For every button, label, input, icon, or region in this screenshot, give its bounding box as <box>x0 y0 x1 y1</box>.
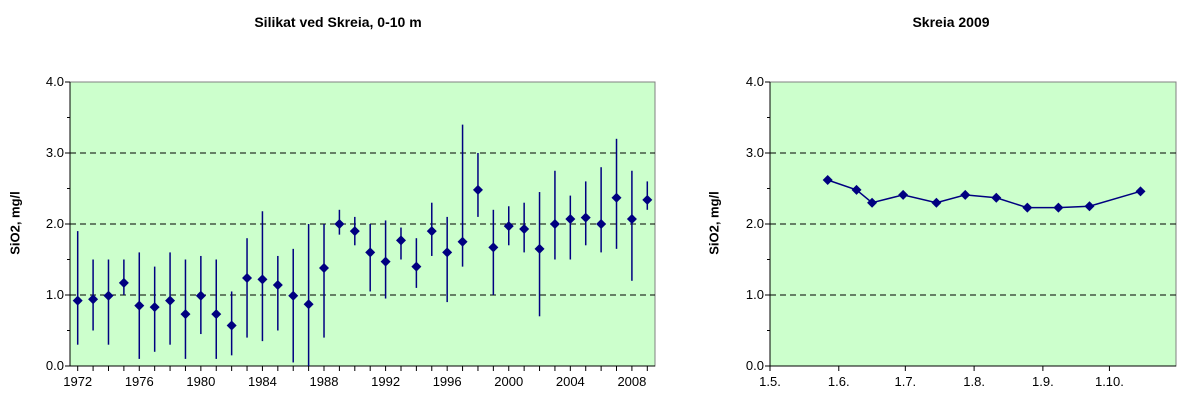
data-point <box>319 263 330 274</box>
data-point <box>442 247 453 258</box>
data-point <box>867 197 878 208</box>
data-point <box>426 226 437 237</box>
data-point <box>72 295 83 306</box>
data-point <box>134 300 145 311</box>
x-tick-label: 1996 <box>433 374 462 389</box>
data-point <box>118 277 129 288</box>
chart-silikat-1972-2009: Silikat ved Skreia, 0-10 m SiO2, mg/l 0.… <box>8 14 656 389</box>
x-tick-label: 1984 <box>248 374 277 389</box>
data-point <box>565 214 576 225</box>
data-point <box>211 309 222 320</box>
data-point <box>611 192 622 203</box>
y-tick-label: 4.0 <box>746 74 764 89</box>
x-tick-label: 2000 <box>494 374 523 389</box>
data-point <box>257 274 268 285</box>
data-point <box>180 309 191 320</box>
data-point <box>596 219 607 229</box>
data-point <box>349 226 360 237</box>
y-tick-label: 3.0 <box>46 145 64 160</box>
chart-title: Silikat ved Skreia, 0-10 m <box>254 14 422 30</box>
x-tick-label: 1972 <box>63 374 92 389</box>
x-tick-label: 1980 <box>186 374 215 389</box>
x-tick-label: 1992 <box>371 374 400 389</box>
x-tick-label: 1.6. <box>828 374 850 389</box>
data-point <box>1022 202 1033 213</box>
plot-area: 0.0 1.0 2.0 3.0 4.0 1.5. 1.6. 1.7. 1.8. 1.9. 1.10. <box>746 74 1177 389</box>
data-point <box>960 189 971 200</box>
x-tick-label: 1.8. <box>963 374 985 389</box>
data-point <box>411 261 422 272</box>
data-point <box>395 235 406 246</box>
data-point <box>195 290 206 301</box>
x-tick-label: 1.9. <box>1032 374 1054 389</box>
data-point <box>103 290 114 301</box>
chart-skreia-2009: Skreia 2009 SiO2, mg/l 0.0 1.0 2.0 3.0 4.0 1.… <box>700 0 1186 399</box>
data-point <box>303 299 314 310</box>
y-tick-label: 4.0 <box>46 74 64 89</box>
data-point <box>288 290 299 301</box>
data-point <box>242 272 253 283</box>
data-point <box>580 212 591 223</box>
data-point <box>991 192 1002 203</box>
x-tick-label: 1976 <box>125 374 154 389</box>
x-tick-label: 1.10. <box>1095 374 1124 389</box>
y-tick-label: 0.0 <box>46 358 64 373</box>
data-point <box>822 174 833 185</box>
data-point <box>488 242 499 253</box>
data-point <box>272 280 283 291</box>
y-tick-label: 1.0 <box>46 287 64 302</box>
data-point <box>472 184 483 195</box>
data-point <box>626 214 637 225</box>
data-point <box>642 194 653 205</box>
data-point <box>931 197 942 208</box>
x-tick-label: 1988 <box>310 374 339 389</box>
data-point <box>88 294 99 305</box>
data-point <box>1053 202 1064 213</box>
data-point <box>226 320 237 331</box>
data-point <box>898 189 909 200</box>
plot-area: 0.0 1.0 2.0 3.0 4.0 1972 1976 1980 1984 1988 1992 1… <box>46 74 656 389</box>
y-tick-label: 2.0 <box>46 216 64 231</box>
chart-title: Skreia 2009 <box>912 14 990 30</box>
x-tick-label: 2004 <box>556 374 585 389</box>
y-tick-label: 2.0 <box>746 216 764 231</box>
y-tick-label: 0.0 <box>746 358 764 373</box>
data-point <box>1135 186 1146 197</box>
data-point <box>457 236 468 247</box>
data-point <box>1084 201 1095 212</box>
data-point <box>149 302 160 313</box>
y-tick-label: 1.0 <box>746 287 764 302</box>
data-point <box>851 184 862 195</box>
x-tick-label: 2008 <box>617 374 646 389</box>
data-point <box>365 247 376 258</box>
data-point <box>534 243 545 254</box>
data-point <box>503 221 514 232</box>
data-point <box>334 219 345 229</box>
data-point <box>380 256 391 267</box>
y-tick-label: 3.0 <box>746 145 764 160</box>
data-point <box>519 223 530 234</box>
x-tick-label: 1.5. <box>759 374 781 389</box>
data-point <box>165 295 176 306</box>
x-tick-label: 1.7. <box>894 374 916 389</box>
data-point <box>549 219 560 229</box>
